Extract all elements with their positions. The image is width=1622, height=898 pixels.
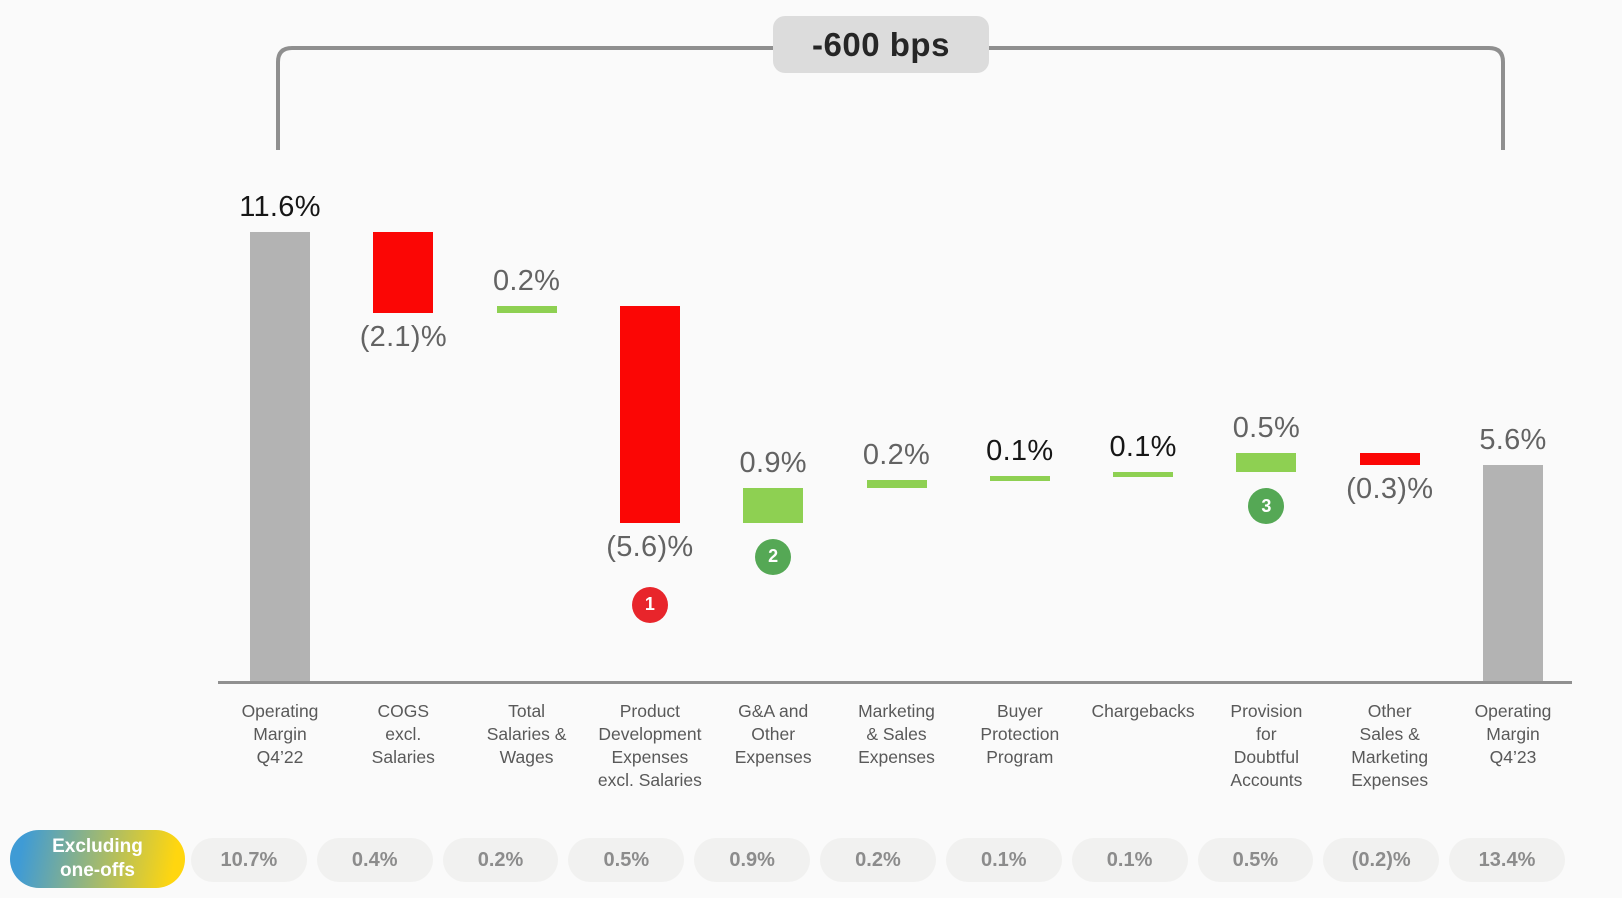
- excluding-one-offs-label: Excluding one-offs: [52, 836, 143, 881]
- excluding-value-provision-for-doubtful-accounts: 0.5%: [1197, 838, 1314, 882]
- category-label-total-salaries-wages: Total Salaries & Wages: [486, 701, 567, 768]
- category-label-buyer-protection-program: Buyer Protection Program: [980, 701, 1060, 768]
- value-label-marketing-sales-expenses: 0.2%: [862, 439, 931, 472]
- excluding-value-cogs-excl-salaries: 0.4%: [316, 838, 433, 882]
- excluding-one-offs-pill: Excluding one-offs: [10, 830, 185, 888]
- category-label-provision-for-doubtful-accounts: Provision for Doubtful Accounts: [1230, 701, 1303, 791]
- excluding-values-row: 10.7% 0.4% 0.2% 0.5% 0.9% 0.2% 0.1% 0.1% 0.5% (0.…: [191, 838, 1565, 882]
- value-label-product-development-expenses-excl-salaries: (5.6)%: [606, 530, 694, 563]
- value-label-g-a-and-other-expenses: 0.9%: [739, 447, 807, 479]
- category-label-operating-margin-q4-23: Operating Margin Q4’23: [1474, 701, 1552, 768]
- value-label-other-sales-marketing-expenses: (0.3)%: [1346, 472, 1434, 505]
- note-badge-1: 1: [631, 586, 668, 623]
- category-label-operating-margin-q4-22: Operating Margin Q4’22: [241, 701, 319, 768]
- x-axis-line: [218, 681, 1572, 684]
- value-label-total-salaries-wages: 0.2%: [492, 264, 561, 297]
- bar-total-salaries-wages: [496, 305, 557, 314]
- value-label-chargebacks: 0.1%: [1109, 431, 1177, 464]
- value-label-operating-margin-q4-22: 11.6%: [239, 190, 321, 223]
- note-badge-3: 3: [1248, 488, 1285, 525]
- bar-other-sales-marketing-expenses: [1359, 453, 1420, 465]
- total-change-callout: -600 bps: [773, 16, 989, 73]
- excluding-value-g-a-and-other-expenses: 0.9%: [694, 838, 811, 882]
- excluding-value-operating-margin-q4-22: 10.7%: [191, 838, 307, 882]
- excluding-value-marketing-sales-expenses: 0.2%: [820, 838, 936, 882]
- excluding-value-other-sales-marketing-expenses: (0.2)%: [1323, 838, 1440, 882]
- bar-g-a-and-other-expenses: [743, 488, 804, 523]
- excluding-value-operating-margin-q4-23: 13.4%: [1449, 838, 1565, 882]
- bar-cogs-excl-salaries: [373, 231, 434, 314]
- bar-operating-margin-q4-23: [1483, 464, 1543, 682]
- excluding-value-total-salaries-wages: 0.2%: [442, 838, 559, 882]
- category-label-marketing-sales-expenses: Marketing & Sales Expenses: [858, 701, 935, 768]
- bar-provision-for-doubtful-accounts: [1236, 453, 1297, 473]
- category-label-product-development-expenses-excl-salaries: Product Development Expenses excl. Salar…: [597, 701, 702, 791]
- bar-chargebacks: [1113, 472, 1174, 477]
- bar-product-development-expenses-excl-salaries: [619, 305, 680, 523]
- excluding-value-buyer-protection-program: 0.1%: [945, 838, 1062, 882]
- excluding-value-product-development-expenses-excl-salaries: 0.5%: [568, 838, 685, 882]
- value-label-buyer-protection-program: 0.1%: [986, 435, 1054, 468]
- bar-marketing-sales-expenses: [866, 480, 927, 488]
- category-label-chargebacks: Chargebacks: [1091, 701, 1195, 721]
- value-label-provision-for-doubtful-accounts: 0.5%: [1232, 412, 1301, 445]
- category-label-other-sales-marketing-expenses: Other Sales & Marketing Expenses: [1351, 701, 1429, 791]
- note-badge-2: 2: [755, 538, 792, 575]
- excluding-value-chargebacks: 0.1%: [1071, 838, 1188, 882]
- category-label-g-a-and-other-expenses: G&A and Other Expenses: [734, 701, 812, 768]
- value-label-operating-margin-q4-23: 5.6%: [1479, 423, 1547, 456]
- category-label-cogs-excl-salaries: COGS excl. Salaries: [371, 701, 435, 768]
- bar-buyer-protection-program: [989, 476, 1050, 481]
- total-change-label: -600 bps: [812, 25, 950, 63]
- bar-operating-margin-q4-22: [250, 231, 310, 682]
- value-label-cogs-excl-salaries: (2.1)%: [359, 321, 447, 354]
